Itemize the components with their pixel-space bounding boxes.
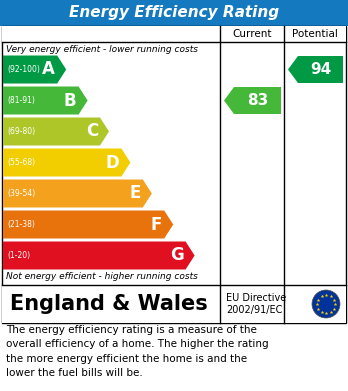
Text: B: B [64,91,77,109]
Text: Very energy efficient - lower running costs: Very energy efficient - lower running co… [6,45,198,54]
Text: (81-91): (81-91) [7,96,35,105]
Text: 83: 83 [247,93,268,108]
Polygon shape [3,149,130,176]
Bar [2,26,346,323]
Text: Current: Current [232,29,272,39]
Text: The energy efficiency rating is a measure of the
overall efficiency of a home. T: The energy efficiency rating is a measur… [6,325,269,378]
Text: E: E [129,185,141,203]
Text: (69-80): (69-80) [7,127,35,136]
Text: Potential: Potential [292,29,338,39]
Polygon shape [3,210,173,239]
Text: (21-38): (21-38) [7,220,35,229]
Bar [2,285,346,323]
Text: C: C [86,122,98,140]
Circle shape [312,290,340,318]
Text: A: A [42,61,55,79]
Text: EU Directive: EU Directive [226,293,286,303]
Text: F: F [151,215,162,233]
Text: 94: 94 [310,62,331,77]
Polygon shape [3,179,152,208]
Polygon shape [3,56,66,84]
Text: 2002/91/EC: 2002/91/EC [226,305,282,315]
Text: (39-54): (39-54) [7,189,35,198]
Text: G: G [170,246,184,264]
Bar [2,26,346,42]
Polygon shape [3,118,109,145]
Text: (92-100): (92-100) [7,65,40,74]
Polygon shape [3,86,88,115]
Text: Energy Efficiency Rating: Energy Efficiency Rating [69,5,279,20]
Text: (1-20): (1-20) [7,251,30,260]
Polygon shape [288,56,343,83]
Text: D: D [106,154,119,172]
Bar [0,0,348,26]
Polygon shape [224,87,281,114]
Text: England & Wales: England & Wales [10,294,208,314]
Text: Not energy efficient - higher running costs: Not energy efficient - higher running co… [6,272,198,281]
Polygon shape [3,242,195,269]
Text: (55-68): (55-68) [7,158,35,167]
